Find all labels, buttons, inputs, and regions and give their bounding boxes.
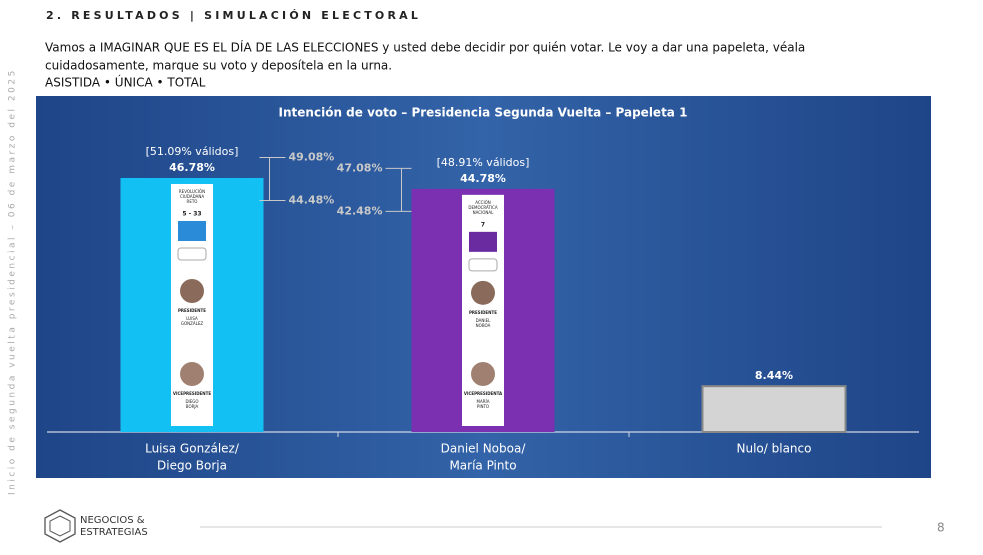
candidate-photo xyxy=(471,362,495,386)
ballot-text: PRESIDENTE xyxy=(178,308,206,313)
ballot-text: DANIEL xyxy=(476,318,491,323)
ballot-text: DIEGO xyxy=(185,399,198,404)
ballot-text: BORJA xyxy=(186,404,199,409)
value-label: 46.78% xyxy=(169,161,215,174)
ballot-text: MARÍA xyxy=(477,399,490,404)
x-tick-label: María Pinto xyxy=(449,459,516,473)
ballot-text: VICEPRESIDENTA xyxy=(464,391,503,396)
logo-text: NEGOCIOS & xyxy=(80,515,145,526)
candidate-photo xyxy=(471,280,495,305)
logo: NEGOCIOS & ESTRATEGIAS xyxy=(44,509,148,543)
logo-mark xyxy=(49,515,71,537)
ballot-text: LUISA xyxy=(186,316,198,321)
ballot-text: DEMOCRÁTICA xyxy=(468,205,497,210)
sidebar: Inicio de segunda vuelta presidencial – … xyxy=(8,68,18,495)
valid-label: [48.91% válidos] xyxy=(437,156,530,169)
logo-text: ESTRATEGIAS xyxy=(80,527,148,538)
chart-title: Intención de voto – Presidencia Segunda … xyxy=(279,106,688,120)
ballot-text: CIUDADANA xyxy=(180,194,204,199)
ballot-text: NOBOA xyxy=(476,323,491,328)
logo-mark xyxy=(44,509,76,543)
ballot-text: REVOLUCIÓN xyxy=(179,189,205,194)
page-number: 8 xyxy=(937,521,945,535)
x-tick-label: Daniel Noboa/ xyxy=(441,442,527,456)
ballot-text: NACIONAL xyxy=(473,210,495,215)
party-logo xyxy=(178,220,206,241)
vote-box xyxy=(177,247,207,261)
ballot-text: PRESIDENTE xyxy=(469,310,497,315)
value-label: 44.78% xyxy=(460,172,506,185)
ballot-text: VICEPRESIDENTE xyxy=(173,391,211,396)
vote-box xyxy=(468,258,498,272)
method: ASISTIDA • ÚNICA • TOTAL xyxy=(45,75,206,90)
header: 2. RESULTADOS | SIMULACIÓN ELECTORAL xyxy=(46,9,421,22)
intro-line: cuidadosamente, marque su voto y deposít… xyxy=(45,59,392,73)
ballot-text: PINTO xyxy=(477,404,489,409)
interval-label: 44.48% xyxy=(289,193,335,206)
ballot-text: ACCIÓN xyxy=(475,200,491,205)
x-tick-label: Nulo/ blanco xyxy=(737,442,812,456)
candidate-photo xyxy=(180,278,204,303)
interval-label: 42.48% xyxy=(337,204,383,217)
interval-label: 47.08% xyxy=(337,161,383,174)
ballot-text: RETO xyxy=(187,199,198,204)
value-label: 8.44% xyxy=(755,369,793,382)
ballot-text: 7 xyxy=(481,221,485,228)
ballot-text: 5 - 33 xyxy=(182,210,201,217)
x-tick-label: Diego Borja xyxy=(157,459,227,473)
ballot-paper xyxy=(171,183,213,426)
interval-label: 49.08% xyxy=(289,150,335,163)
x-tick-label: Luisa González/ xyxy=(145,442,240,456)
ballot-text: GONZÁLEZ xyxy=(181,321,203,326)
valid-label: [51.09% válidos] xyxy=(146,145,239,158)
party-logo xyxy=(469,231,497,252)
bar xyxy=(701,385,847,434)
intro-line: Vamos a IMAGINAR QUE ES EL DÍA DE LAS EL… xyxy=(45,40,805,55)
candidate-photo xyxy=(180,362,204,386)
